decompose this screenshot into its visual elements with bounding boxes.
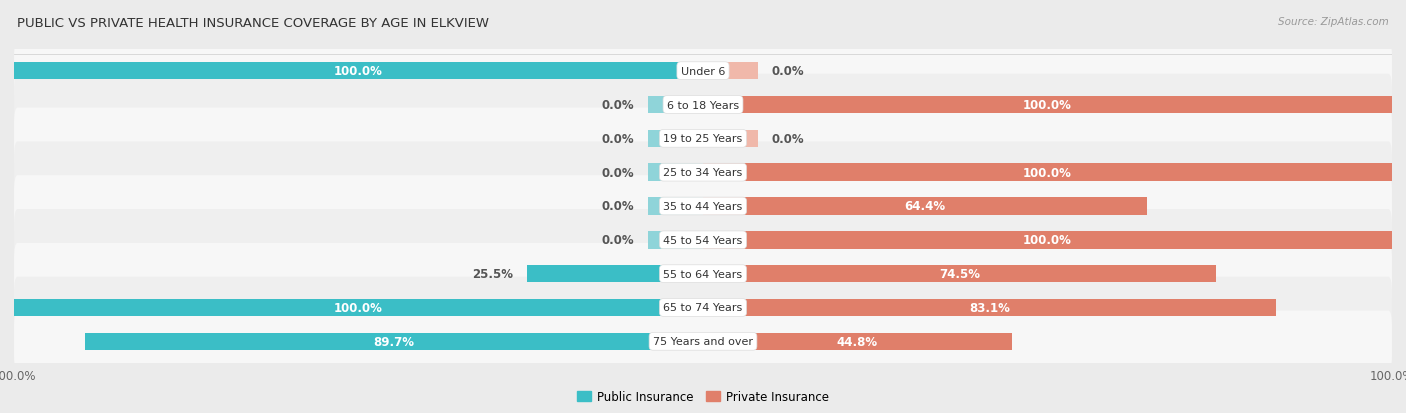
Text: 83.1%: 83.1% — [969, 301, 1010, 314]
Text: 0.0%: 0.0% — [602, 234, 634, 247]
Text: PUBLIC VS PRIVATE HEALTH INSURANCE COVERAGE BY AGE IN ELKVIEW: PUBLIC VS PRIVATE HEALTH INSURANCE COVER… — [17, 17, 489, 29]
Bar — [648, 97, 703, 114]
Text: 100.0%: 100.0% — [1024, 99, 1071, 112]
Text: 6 to 18 Years: 6 to 18 Years — [666, 100, 740, 110]
Bar — [648, 198, 703, 215]
Bar — [703, 63, 758, 80]
FancyBboxPatch shape — [14, 243, 1392, 305]
Text: 45 to 54 Years: 45 to 54 Years — [664, 235, 742, 245]
Text: 0.0%: 0.0% — [602, 200, 634, 213]
Text: 0.0%: 0.0% — [602, 133, 634, 145]
Bar — [703, 130, 758, 148]
FancyBboxPatch shape — [14, 311, 1392, 372]
Text: 0.0%: 0.0% — [772, 133, 804, 145]
Text: 19 to 25 Years: 19 to 25 Years — [664, 134, 742, 144]
Bar — [14, 299, 703, 316]
FancyBboxPatch shape — [14, 209, 1392, 271]
Text: 89.7%: 89.7% — [374, 335, 415, 348]
Bar — [648, 231, 703, 249]
FancyBboxPatch shape — [14, 176, 1392, 237]
Bar — [703, 265, 1216, 283]
Bar — [703, 333, 1012, 350]
Bar — [84, 333, 703, 350]
Text: 35 to 44 Years: 35 to 44 Years — [664, 202, 742, 211]
Bar — [703, 97, 1392, 114]
Text: 75 Years and over: 75 Years and over — [652, 337, 754, 347]
Text: 65 to 74 Years: 65 to 74 Years — [664, 303, 742, 313]
Bar — [527, 265, 703, 283]
Text: 64.4%: 64.4% — [904, 200, 945, 213]
Text: 74.5%: 74.5% — [939, 268, 980, 280]
Text: 100.0%: 100.0% — [335, 301, 382, 314]
Text: 25.5%: 25.5% — [472, 268, 513, 280]
Text: Source: ZipAtlas.com: Source: ZipAtlas.com — [1278, 17, 1389, 26]
FancyBboxPatch shape — [14, 41, 1392, 102]
Bar — [14, 63, 703, 80]
FancyBboxPatch shape — [14, 108, 1392, 170]
FancyBboxPatch shape — [14, 277, 1392, 339]
Bar — [703, 198, 1147, 215]
Text: Under 6: Under 6 — [681, 66, 725, 76]
Legend: Public Insurance, Private Insurance: Public Insurance, Private Insurance — [572, 385, 834, 408]
Bar — [648, 130, 703, 148]
Text: 100.0%: 100.0% — [1024, 166, 1071, 179]
Bar — [703, 164, 1392, 182]
Text: 0.0%: 0.0% — [602, 99, 634, 112]
Bar — [648, 164, 703, 182]
Text: 0.0%: 0.0% — [772, 65, 804, 78]
Text: 100.0%: 100.0% — [1024, 234, 1071, 247]
Text: 44.8%: 44.8% — [837, 335, 877, 348]
FancyBboxPatch shape — [14, 74, 1392, 136]
Text: 55 to 64 Years: 55 to 64 Years — [664, 269, 742, 279]
Text: 25 to 34 Years: 25 to 34 Years — [664, 168, 742, 178]
Bar — [703, 231, 1392, 249]
Text: 0.0%: 0.0% — [602, 166, 634, 179]
Bar — [703, 299, 1275, 316]
FancyBboxPatch shape — [14, 142, 1392, 204]
Text: 100.0%: 100.0% — [335, 65, 382, 78]
